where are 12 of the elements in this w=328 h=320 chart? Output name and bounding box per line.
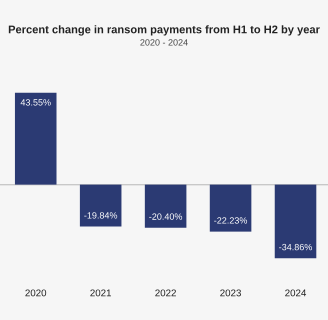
chart-subtitle: 2020 - 2024 [140,39,188,46]
data-label: -19.84% [84,212,118,219]
x-tick-label: 2021 [90,289,112,296]
x-tick-label: 2023 [220,289,241,296]
data-label: 43.55% [20,99,51,106]
x-tick-label: 2022 [155,289,176,296]
x-tick-label: 2020 [25,289,46,296]
data-label: -22.23% [214,217,248,224]
chart-title: Percent change in ransom payments from H1 to H2 by year [8,25,320,36]
data-label: -20.40% [149,213,182,220]
x-tick-label: 2024 [285,289,306,296]
data-label: -34.86% [279,244,312,250]
